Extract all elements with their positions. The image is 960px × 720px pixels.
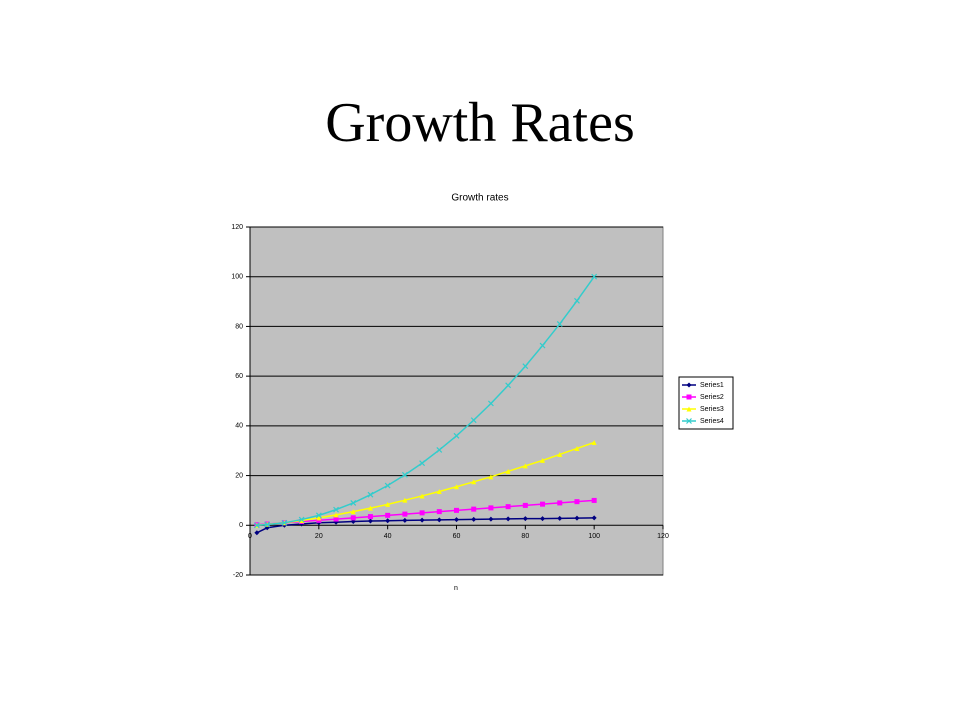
data-point — [453, 432, 460, 439]
data-point — [436, 488, 442, 494]
x-tick-label: 40 — [384, 533, 392, 540]
data-point — [470, 417, 477, 424]
legend-label: Series3 — [700, 406, 724, 413]
y-tick-label: 60 — [235, 373, 243, 380]
data-point — [454, 517, 459, 523]
data-point — [540, 516, 546, 522]
data-point — [505, 504, 511, 510]
y-tick-label: 0 — [239, 522, 243, 529]
data-point — [591, 497, 597, 503]
legend-label: Series1 — [700, 382, 724, 389]
data-point — [591, 515, 597, 521]
data-point — [333, 506, 339, 513]
data-point — [264, 521, 271, 528]
x-tick-label: 20 — [315, 533, 323, 540]
data-point — [505, 516, 511, 522]
data-point — [419, 460, 426, 467]
data-point — [522, 463, 528, 469]
data-point — [557, 515, 563, 521]
data-point — [574, 515, 580, 521]
data-point — [505, 382, 512, 389]
legend-label: Series4 — [700, 418, 724, 425]
data-point — [385, 501, 391, 507]
legend-marker — [686, 418, 692, 424]
data-point — [350, 515, 356, 521]
data-point — [591, 273, 598, 280]
x-axis-label: n — [454, 585, 458, 592]
slide-title: Growth Rates — [325, 92, 635, 154]
legend-marker — [686, 406, 692, 412]
data-point — [298, 516, 305, 523]
data-point — [299, 518, 305, 524]
data-point — [574, 445, 580, 451]
data-point — [333, 512, 339, 518]
data-point — [333, 516, 339, 522]
x-tick-label: 0 — [248, 533, 252, 540]
data-point — [540, 457, 546, 463]
x-tick-label: 100 — [588, 533, 600, 540]
x-tick-label: 60 — [453, 533, 461, 540]
data-point — [436, 509, 442, 515]
data-point — [488, 505, 494, 511]
legend-label: Series2 — [700, 394, 724, 401]
data-point — [402, 497, 408, 503]
data-point — [253, 522, 260, 529]
data-point — [557, 500, 563, 506]
x-tick-label: 80 — [521, 533, 529, 540]
data-point — [556, 321, 563, 327]
data-point — [367, 514, 373, 520]
legend-marker — [686, 382, 692, 388]
data-point — [436, 517, 442, 523]
data-point — [522, 363, 529, 370]
data-point — [522, 502, 528, 508]
data-point — [315, 512, 322, 519]
data-point — [401, 471, 408, 478]
data-point — [471, 516, 477, 522]
data-point — [557, 451, 563, 457]
data-point — [281, 519, 288, 526]
data-point — [471, 506, 477, 512]
data-point — [419, 517, 425, 523]
y-tick-label: -20 — [233, 572, 243, 579]
y-tick-label: 40 — [235, 423, 243, 430]
data-point — [385, 512, 391, 518]
data-point — [367, 491, 374, 498]
data-point — [488, 474, 494, 480]
data-point — [254, 530, 260, 536]
data-point — [454, 484, 459, 490]
data-point — [522, 516, 528, 522]
data-point — [539, 342, 546, 349]
y-tick-label: 120 — [231, 224, 243, 231]
y-tick-label: 20 — [235, 472, 243, 479]
data-point — [350, 499, 357, 506]
data-point — [487, 400, 494, 407]
data-point — [419, 493, 425, 499]
data-point — [350, 509, 356, 515]
data-point — [385, 518, 391, 524]
x-tick-label: 120 — [657, 533, 669, 540]
y-tick-label: 80 — [235, 323, 243, 330]
data-point — [436, 447, 443, 453]
data-point — [384, 482, 391, 489]
data-point — [471, 479, 477, 485]
data-point — [591, 440, 597, 446]
data-point — [367, 518, 373, 524]
data-point — [454, 507, 459, 513]
data-point — [540, 501, 546, 507]
data-point — [316, 515, 322, 521]
data-point — [574, 499, 580, 505]
y-tick-label: 100 — [231, 274, 243, 281]
data-point — [419, 510, 425, 516]
data-point — [505, 468, 511, 474]
chart-title: Growth rates — [451, 193, 508, 204]
data-point — [488, 516, 494, 522]
legend-marker — [686, 394, 692, 400]
data-point — [402, 517, 408, 523]
data-point — [574, 297, 580, 304]
data-point — [402, 511, 408, 517]
data-point — [367, 505, 373, 511]
